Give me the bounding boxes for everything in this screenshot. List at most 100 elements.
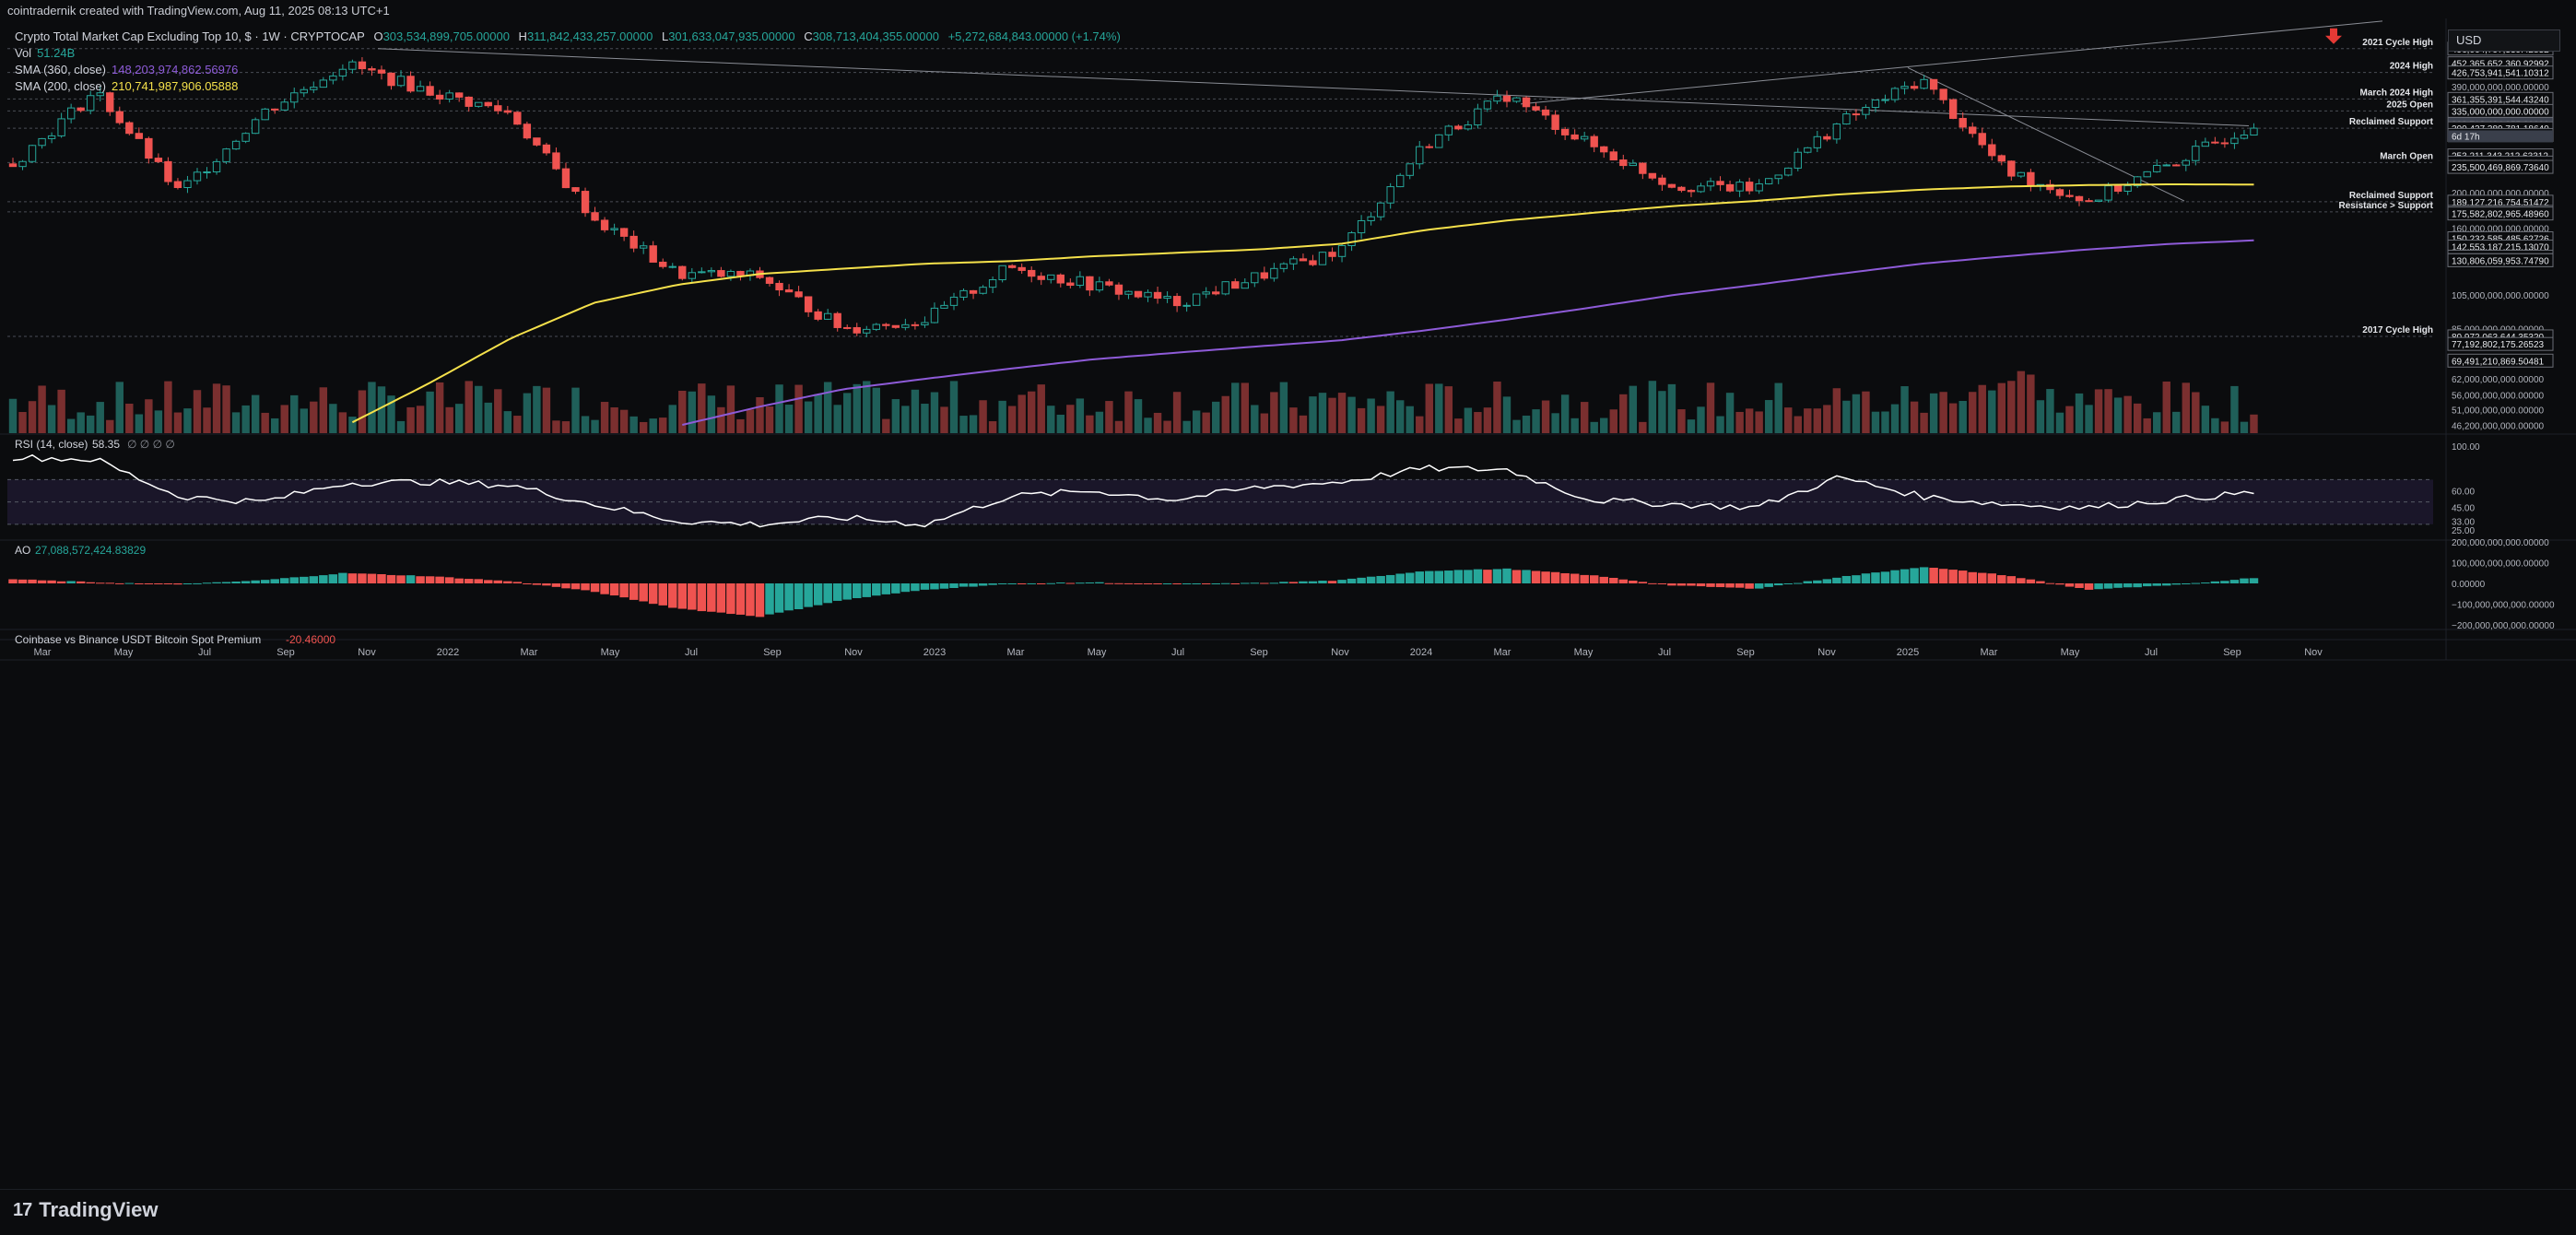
candle-body[interactable] xyxy=(475,101,483,107)
candle-body[interactable] xyxy=(2094,199,2103,202)
candle-body[interactable] xyxy=(1231,281,1240,289)
price-tick-label[interactable]: 46,200,000,000.00000 xyxy=(2452,422,2545,432)
candle-body[interactable] xyxy=(1357,219,1366,234)
candle-body[interactable] xyxy=(1687,190,1696,193)
price-label-box[interactable] xyxy=(2447,336,2554,351)
candle-body[interactable] xyxy=(300,88,308,94)
candle-body[interactable] xyxy=(125,122,134,135)
time-tick-label[interactable]: Jul xyxy=(1171,647,1184,658)
candle-body[interactable] xyxy=(736,270,745,276)
candle-body[interactable] xyxy=(1890,88,1900,100)
candle-body[interactable] xyxy=(2113,185,2123,192)
candle-body[interactable] xyxy=(154,158,163,162)
candle-body[interactable] xyxy=(8,163,18,168)
candle-body[interactable] xyxy=(212,160,221,173)
candle-body[interactable] xyxy=(649,245,657,263)
time-tick-label[interactable]: Nov xyxy=(844,647,863,658)
candle-body[interactable] xyxy=(203,171,211,174)
candle-body[interactable] xyxy=(406,76,415,92)
candle-body[interactable] xyxy=(2055,189,2064,196)
candle-body[interactable] xyxy=(1677,186,1686,192)
candle-body[interactable] xyxy=(833,312,841,328)
premium-legend-label[interactable]: Coinbase vs Binance USDT Bitcoin Spot Pr… xyxy=(15,633,261,646)
candle-body[interactable] xyxy=(2201,141,2210,147)
rsi-tick-label[interactable]: 45.00 xyxy=(2452,504,2475,514)
candle-body[interactable] xyxy=(901,323,910,328)
candle-body[interactable] xyxy=(1600,146,1608,153)
candle-body[interactable] xyxy=(2133,176,2142,187)
candle-body[interactable] xyxy=(396,76,406,87)
candle-body[interactable] xyxy=(1581,135,1589,140)
candle-body[interactable] xyxy=(2230,137,2239,145)
candle-body[interactable] xyxy=(503,110,512,113)
candle-body[interactable] xyxy=(1007,265,1017,268)
symbol-legend[interactable]: Crypto Total Market Cap Excluding Top 10… xyxy=(15,29,1126,43)
price-label[interactable]: 452,365,652,360.92992 xyxy=(2452,60,2549,70)
candle-body[interactable] xyxy=(115,111,124,124)
time-tick-label[interactable]: Mar xyxy=(1981,647,1998,658)
candle-body[interactable] xyxy=(310,87,318,90)
price-candles[interactable] xyxy=(8,57,2258,338)
candle-body[interactable] xyxy=(949,296,959,306)
time-tick-label[interactable]: 2023 xyxy=(923,647,946,658)
candle-body[interactable] xyxy=(1900,86,1909,89)
candle-body[interactable] xyxy=(329,75,337,81)
time-tick-label[interactable]: Jul xyxy=(198,647,211,658)
candle-body[interactable] xyxy=(1629,162,1638,167)
candle-body[interactable] xyxy=(619,228,629,237)
candle-body[interactable] xyxy=(1270,267,1278,279)
time-tick-label[interactable]: Mar xyxy=(521,647,538,658)
candle-body[interactable] xyxy=(96,92,104,97)
candle-body[interactable] xyxy=(1832,124,1841,140)
rsi-tick-label[interactable]: 60.00 xyxy=(2452,488,2475,498)
time-tick-label[interactable]: Mar xyxy=(1007,647,1025,658)
rsi-tick-label[interactable]: 33.00 xyxy=(2452,517,2475,527)
candle-body[interactable] xyxy=(659,261,667,267)
candle-body[interactable] xyxy=(494,105,502,112)
candle-body[interactable] xyxy=(2192,146,2200,161)
candle-body[interactable] xyxy=(1958,117,1967,128)
candle-body[interactable] xyxy=(251,119,260,135)
candle-body[interactable] xyxy=(1289,258,1298,265)
candle-body[interactable] xyxy=(426,86,434,96)
candle-body[interactable] xyxy=(416,86,425,92)
candle-body[interactable] xyxy=(455,92,464,98)
candle-body[interactable] xyxy=(707,270,716,273)
candle-body[interactable] xyxy=(1309,260,1317,265)
candle-body[interactable] xyxy=(1124,290,1133,295)
candle-body[interactable] xyxy=(1551,114,1559,130)
candle-body[interactable] xyxy=(1328,252,1336,257)
ao-tick-label[interactable]: 100,000,000,000.00000 xyxy=(2452,559,2549,570)
time-tick-label[interactable]: May xyxy=(601,647,620,658)
candle-body[interactable] xyxy=(1716,181,1724,185)
time-tick-label[interactable]: Nov xyxy=(358,647,376,658)
ao-tick-label[interactable]: −100,000,000,000.00000 xyxy=(2452,601,2555,611)
price-tick-label[interactable]: 390,000,000,000.00000 xyxy=(2452,83,2549,93)
candle-body[interactable] xyxy=(969,289,978,294)
candle-body[interactable] xyxy=(1667,183,1676,188)
candle-body[interactable] xyxy=(1076,276,1085,287)
candle-body[interactable] xyxy=(38,137,46,147)
candle-body[interactable] xyxy=(979,287,987,294)
candle-body[interactable] xyxy=(1948,99,1958,119)
candle-body[interactable] xyxy=(1493,95,1501,102)
candle-body[interactable] xyxy=(1086,276,1094,291)
candle-body[interactable] xyxy=(1842,113,1851,125)
candle-body[interactable] xyxy=(814,311,822,320)
candle-body[interactable] xyxy=(561,168,570,189)
time-tick-label[interactable]: May xyxy=(114,647,134,658)
candle-body[interactable] xyxy=(241,133,250,142)
tradingview-logo[interactable]: 17 TradingView xyxy=(13,1195,158,1225)
time-tick-label[interactable]: Jul xyxy=(685,647,698,658)
time-tick-label[interactable]: May xyxy=(2061,647,2080,658)
ao-legend-label[interactable]: AO xyxy=(15,544,30,557)
candle-body[interactable] xyxy=(2046,183,2054,191)
candle-body[interactable] xyxy=(1367,216,1375,221)
candle-body[interactable] xyxy=(358,61,367,70)
candle-body[interactable] xyxy=(1774,174,1782,180)
candle-body[interactable] xyxy=(76,107,85,112)
candle-body[interactable] xyxy=(47,135,56,139)
candle-body[interactable] xyxy=(552,152,560,170)
candle-body[interactable] xyxy=(1221,281,1229,295)
candle-body[interactable] xyxy=(1532,106,1540,111)
